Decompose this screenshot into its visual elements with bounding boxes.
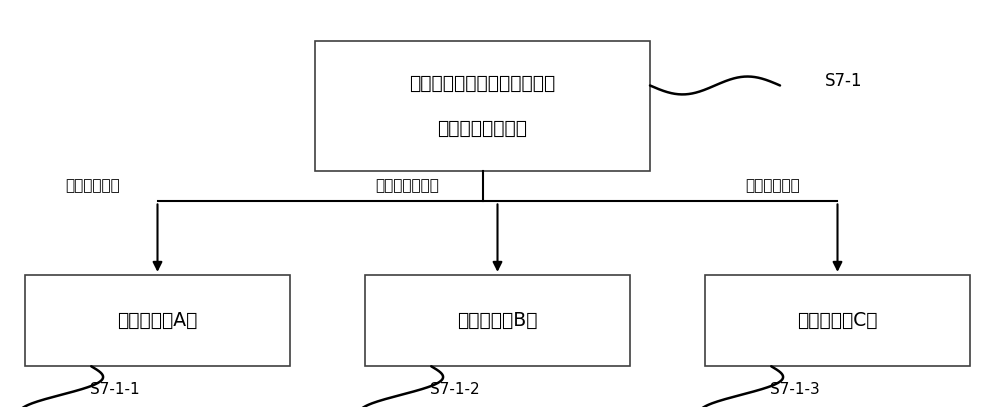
Text: S7-1-3: S7-1-3 — [770, 382, 820, 397]
Bar — [365, 275, 630, 366]
Text: S7-1-1: S7-1-1 — [90, 382, 140, 397]
Bar — [315, 41, 650, 171]
Text: S7-1: S7-1 — [825, 72, 862, 90]
Text: 开关柜左、右两个外壳面温度: 开关柜左、右两个外壳面温度 — [409, 74, 556, 93]
Text: S7-1-2: S7-1-2 — [430, 382, 480, 397]
Text: 左侧面温度高: 左侧面温度高 — [65, 178, 120, 193]
Text: 两侧面温度相似: 两侧面温度相似 — [375, 178, 439, 193]
Bar — [705, 275, 970, 366]
Text: 故障点位于B相: 故障点位于B相 — [457, 311, 538, 330]
Text: 故障点位于A相: 故障点位于A相 — [117, 311, 198, 330]
Bar — [25, 275, 290, 366]
Text: 右侧面温度高: 右侧面温度高 — [745, 178, 800, 193]
Text: 分布图像对比分析: 分布图像对比分析 — [438, 119, 528, 138]
Text: 故障点位于C相: 故障点位于C相 — [797, 311, 878, 330]
